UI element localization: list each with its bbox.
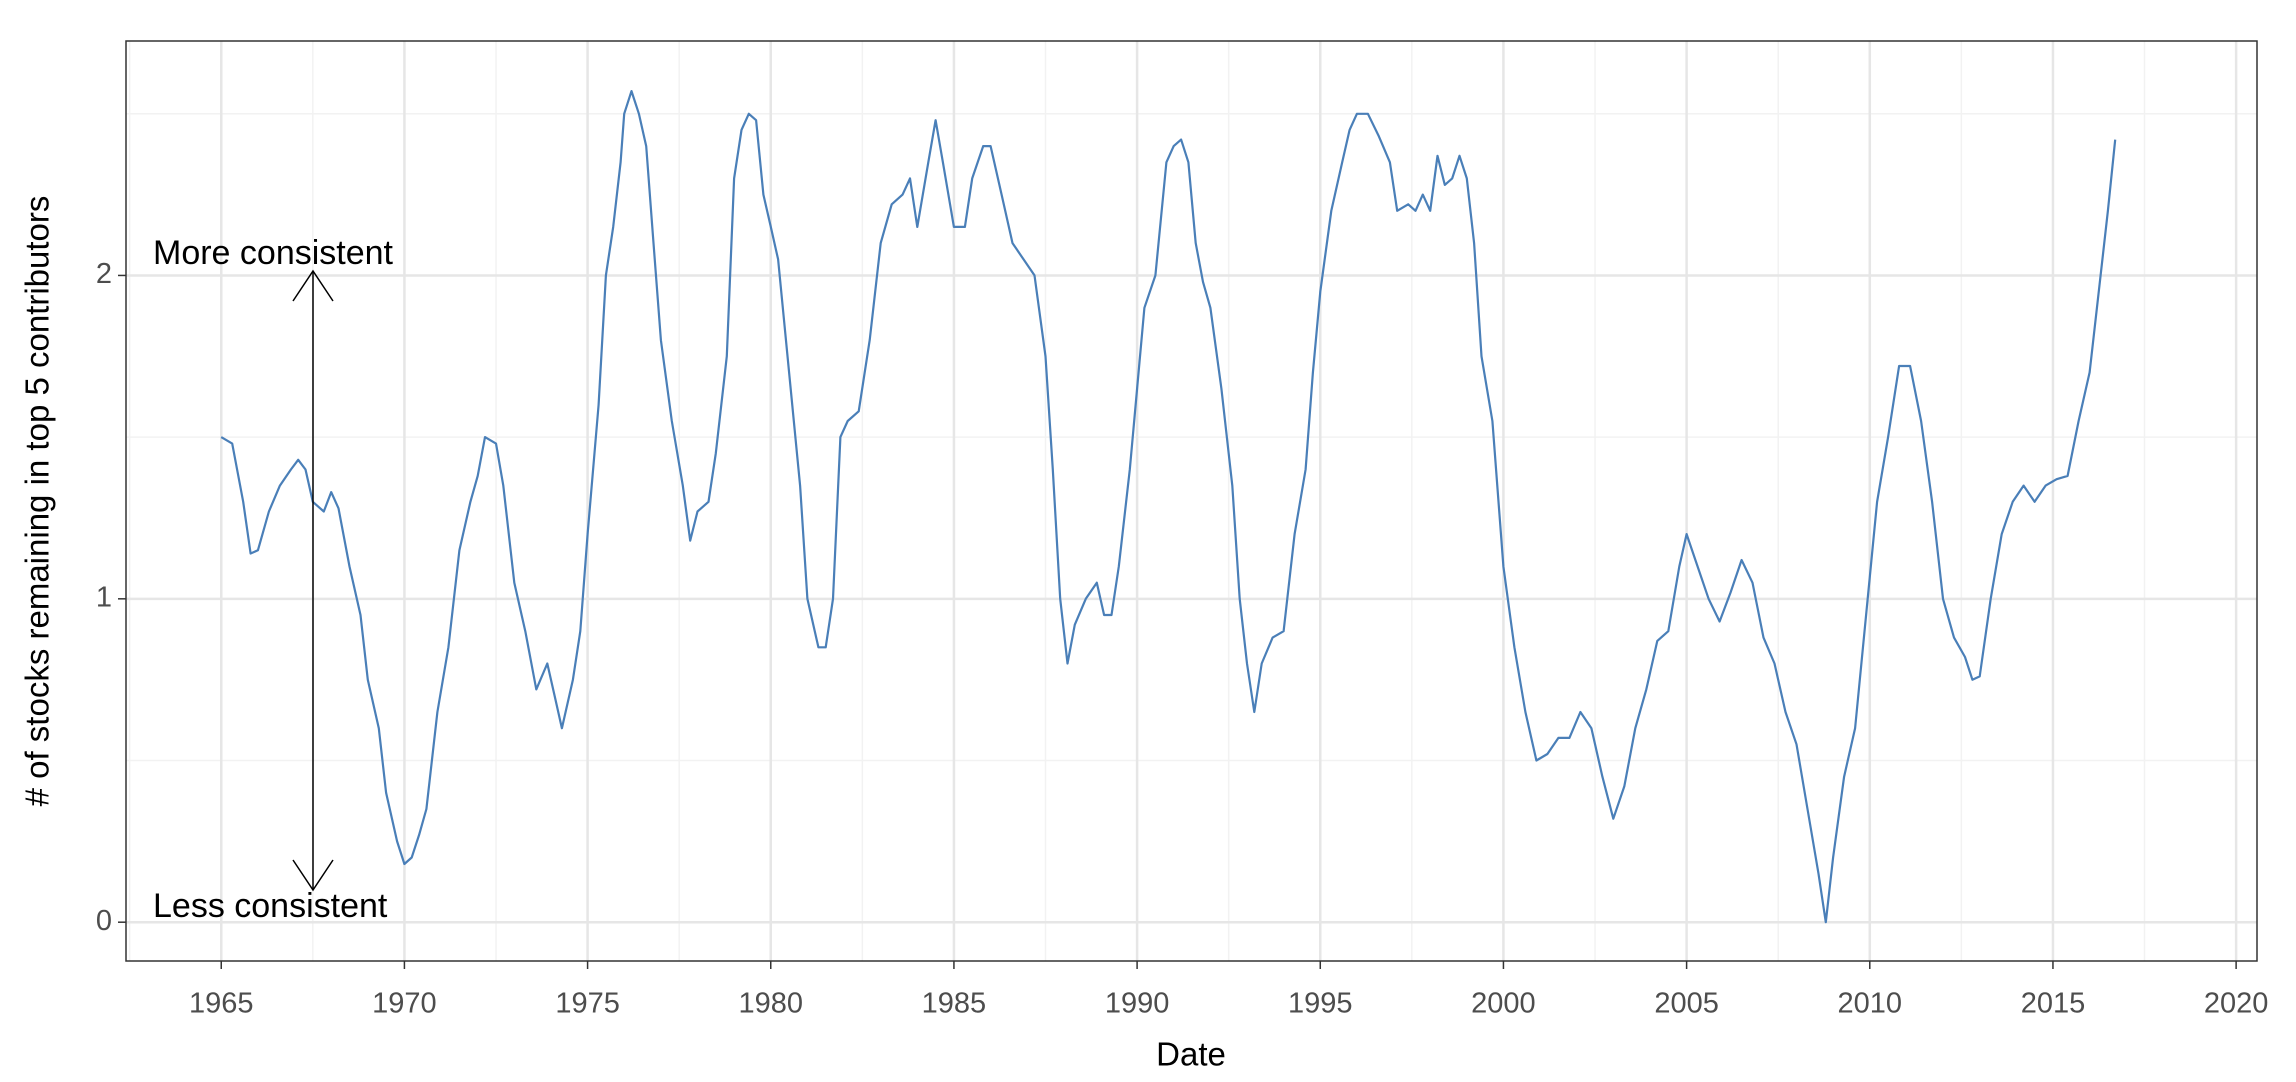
x-tick-label: 1970	[372, 988, 437, 1020]
x-tick-label: 2020	[2204, 988, 2269, 1020]
x-tick-label: 1975	[555, 988, 620, 1020]
x-tick-label: 1990	[1105, 988, 1170, 1020]
x-tick-label: 2010	[1838, 988, 1903, 1020]
x-tick-label: 2005	[1654, 988, 1719, 1020]
arrow-head	[292, 859, 334, 892]
annotation: More consistent	[153, 234, 394, 272]
plot-panel	[126, 41, 2257, 961]
y-tick-label: 0	[96, 905, 112, 937]
plot-border	[125, 40, 2258, 962]
y-axis-title: # of stocks remaining in top 5 contribut…	[19, 196, 56, 807]
x-axis-title: Date	[1156, 1036, 1226, 1073]
y-tick-label: 1	[96, 581, 112, 613]
annotation: Less consistent	[153, 887, 388, 925]
x-tick-label: 2000	[1471, 988, 1536, 1020]
x-tick-label: 1980	[739, 988, 804, 1020]
x-tick-label: 1985	[922, 988, 987, 1020]
y-tick-label: 2	[96, 258, 112, 290]
arrow-head	[292, 269, 334, 302]
x-tick-label: 1965	[189, 988, 254, 1020]
x-tick-label: 1995	[1288, 988, 1353, 1020]
x-tick-label: 2015	[2021, 988, 2086, 1020]
data-line	[220, 90, 2117, 924]
